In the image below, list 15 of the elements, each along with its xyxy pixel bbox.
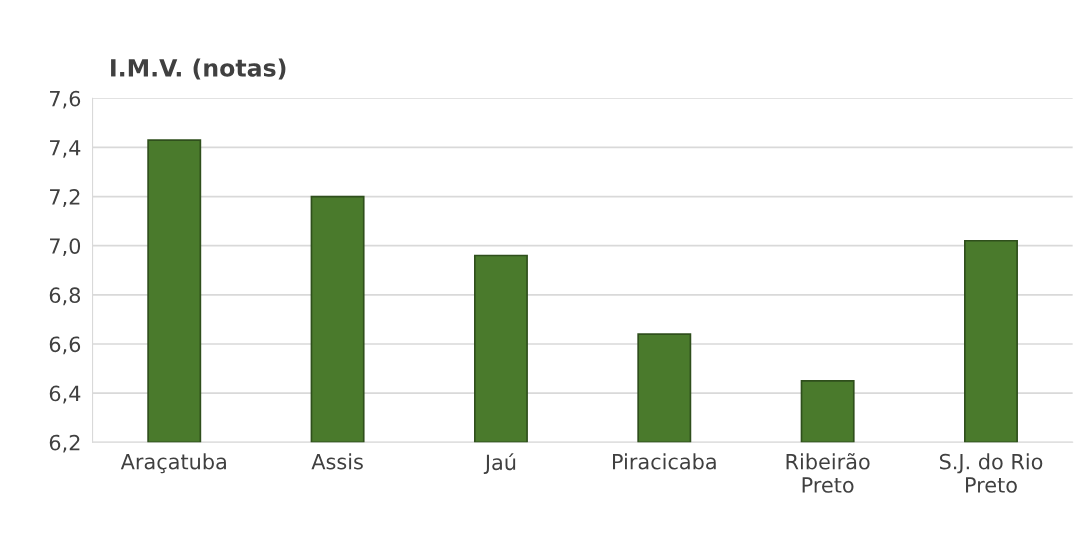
x-tick-label: Jaú [483, 453, 516, 475]
x-tick-label: Araçatuba [120, 453, 226, 474]
y-tick-label: 6,8 [49, 287, 81, 306]
x-tick-label: S.J. do Rio Preto [939, 453, 1043, 493]
x-tick-label: Piracicaba [613, 453, 716, 470]
x-tick-label: Ribeirão Preto [786, 453, 870, 493]
chart-title: I.M.V. (notas) [111, 58, 286, 80]
y-tick-label: 7,2 [50, 189, 80, 207]
y-tick-label: 7,6 [50, 90, 81, 109]
y-tick-label: 6,6 [49, 336, 81, 355]
x-tick-label: Assis [311, 453, 363, 470]
y-tick-label: 7,0 [50, 238, 81, 257]
y-tick-label: 7,4 [50, 140, 81, 158]
y-tick-label: 6,4 [49, 385, 81, 404]
y-tick-label: 6,2 [49, 434, 80, 453]
